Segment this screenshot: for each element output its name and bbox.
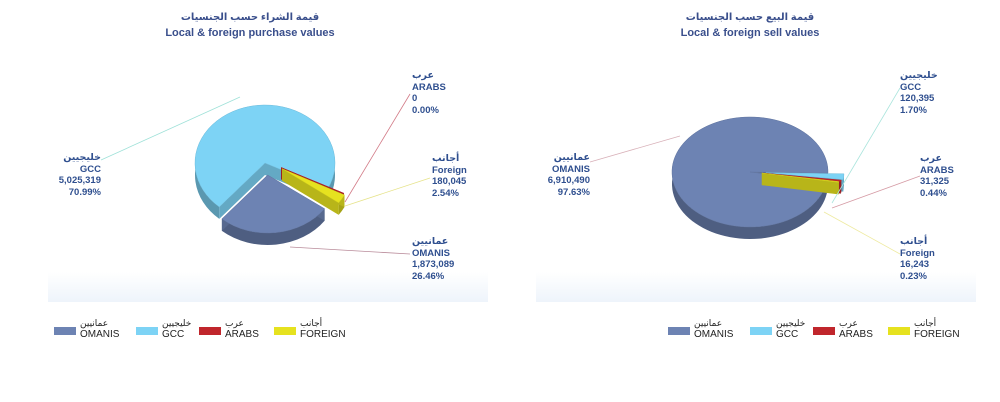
legend-swatch bbox=[54, 327, 76, 335]
leader-line bbox=[831, 87, 901, 204]
chart-floor bbox=[536, 272, 976, 302]
pie-slice-side bbox=[221, 208, 325, 246]
leader-line bbox=[831, 175, 921, 209]
chart-title: Local & foreign sell values bbox=[680, 27, 820, 39]
pie-slice-omanis bbox=[221, 174, 325, 246]
data-label-foreign: أجانب Foreign 16,243 0.23% bbox=[900, 236, 935, 282]
chart-title-arabic: قيمة البيع حسب الجنسيات bbox=[685, 12, 815, 23]
pie-slice-side bbox=[195, 105, 335, 219]
sell-pie-chart bbox=[589, 87, 921, 255]
leader-line bbox=[289, 246, 411, 255]
leader-line bbox=[823, 211, 901, 255]
leader-line bbox=[100, 96, 241, 161]
chart-title-arabic: قيمة الشراء حسب الجنسيات bbox=[180, 12, 320, 23]
pie-slice-wall bbox=[761, 173, 839, 195]
pie-slice-wall bbox=[282, 168, 339, 215]
pie-slice-foreign bbox=[281, 168, 345, 215]
purchase-pie-chart bbox=[100, 93, 431, 255]
leader-line bbox=[344, 177, 431, 207]
legend-swatch bbox=[813, 327, 835, 335]
pie-slice-foreign bbox=[761, 172, 840, 195]
data-label-omanis: عمانيين OMANIS 6,910,490 97.63% bbox=[547, 152, 590, 198]
chart-legend: عمانيين OMANIS خليجيين GCC عرب ARABS أجا… bbox=[54, 318, 374, 342]
data-label-arabs: عرب ARABS 0 0.00% bbox=[412, 70, 446, 116]
legend-swatch bbox=[136, 327, 158, 335]
legend-swatch bbox=[668, 327, 690, 335]
pie-slice-top bbox=[221, 174, 325, 234]
pie-slice-top bbox=[765, 172, 845, 180]
pie-slice-top bbox=[761, 172, 840, 183]
data-label-omanis: عمانيين OMANIS 1,873,089 26.46% bbox=[412, 236, 455, 282]
purchase-chart-panel: قيمة الشراء حسب الجنسيات Local & foreign… bbox=[48, 12, 488, 342]
legend-swatch bbox=[199, 327, 221, 335]
data-label-arabs: عرب ARABS 31,325 0.44% bbox=[920, 153, 954, 199]
sell-chart-panel: قيمة البيع حسب الجنسيات Local & foreign … bbox=[500, 0, 1000, 402]
pie-slice-top bbox=[281, 168, 345, 204]
legend-swatch bbox=[888, 327, 910, 335]
legend-swatch bbox=[750, 327, 772, 335]
chart-legend: عمانيين OMANIS خليجيين GCC عرب ARABS أجا… bbox=[668, 318, 988, 342]
legend-swatch bbox=[274, 327, 296, 335]
pie-slice-wall bbox=[219, 163, 265, 219]
data-label-gcc: خليجيين GCC 120,395 1.70% bbox=[900, 70, 938, 116]
data-label-gcc: خليجيين GCC 5,025,319 70.99% bbox=[58, 152, 101, 198]
leader-line bbox=[589, 135, 681, 163]
pie-slice-top bbox=[280, 167, 345, 194]
leader-line bbox=[344, 93, 411, 203]
pie-slice-top bbox=[194, 104, 336, 208]
chart-title: Local & foreign purchase values bbox=[165, 27, 335, 39]
data-label-foreign: أجانب Foreign 180,045 2.54% bbox=[432, 153, 467, 199]
chart-floor bbox=[48, 272, 488, 302]
pie-slice-top bbox=[671, 116, 829, 228]
